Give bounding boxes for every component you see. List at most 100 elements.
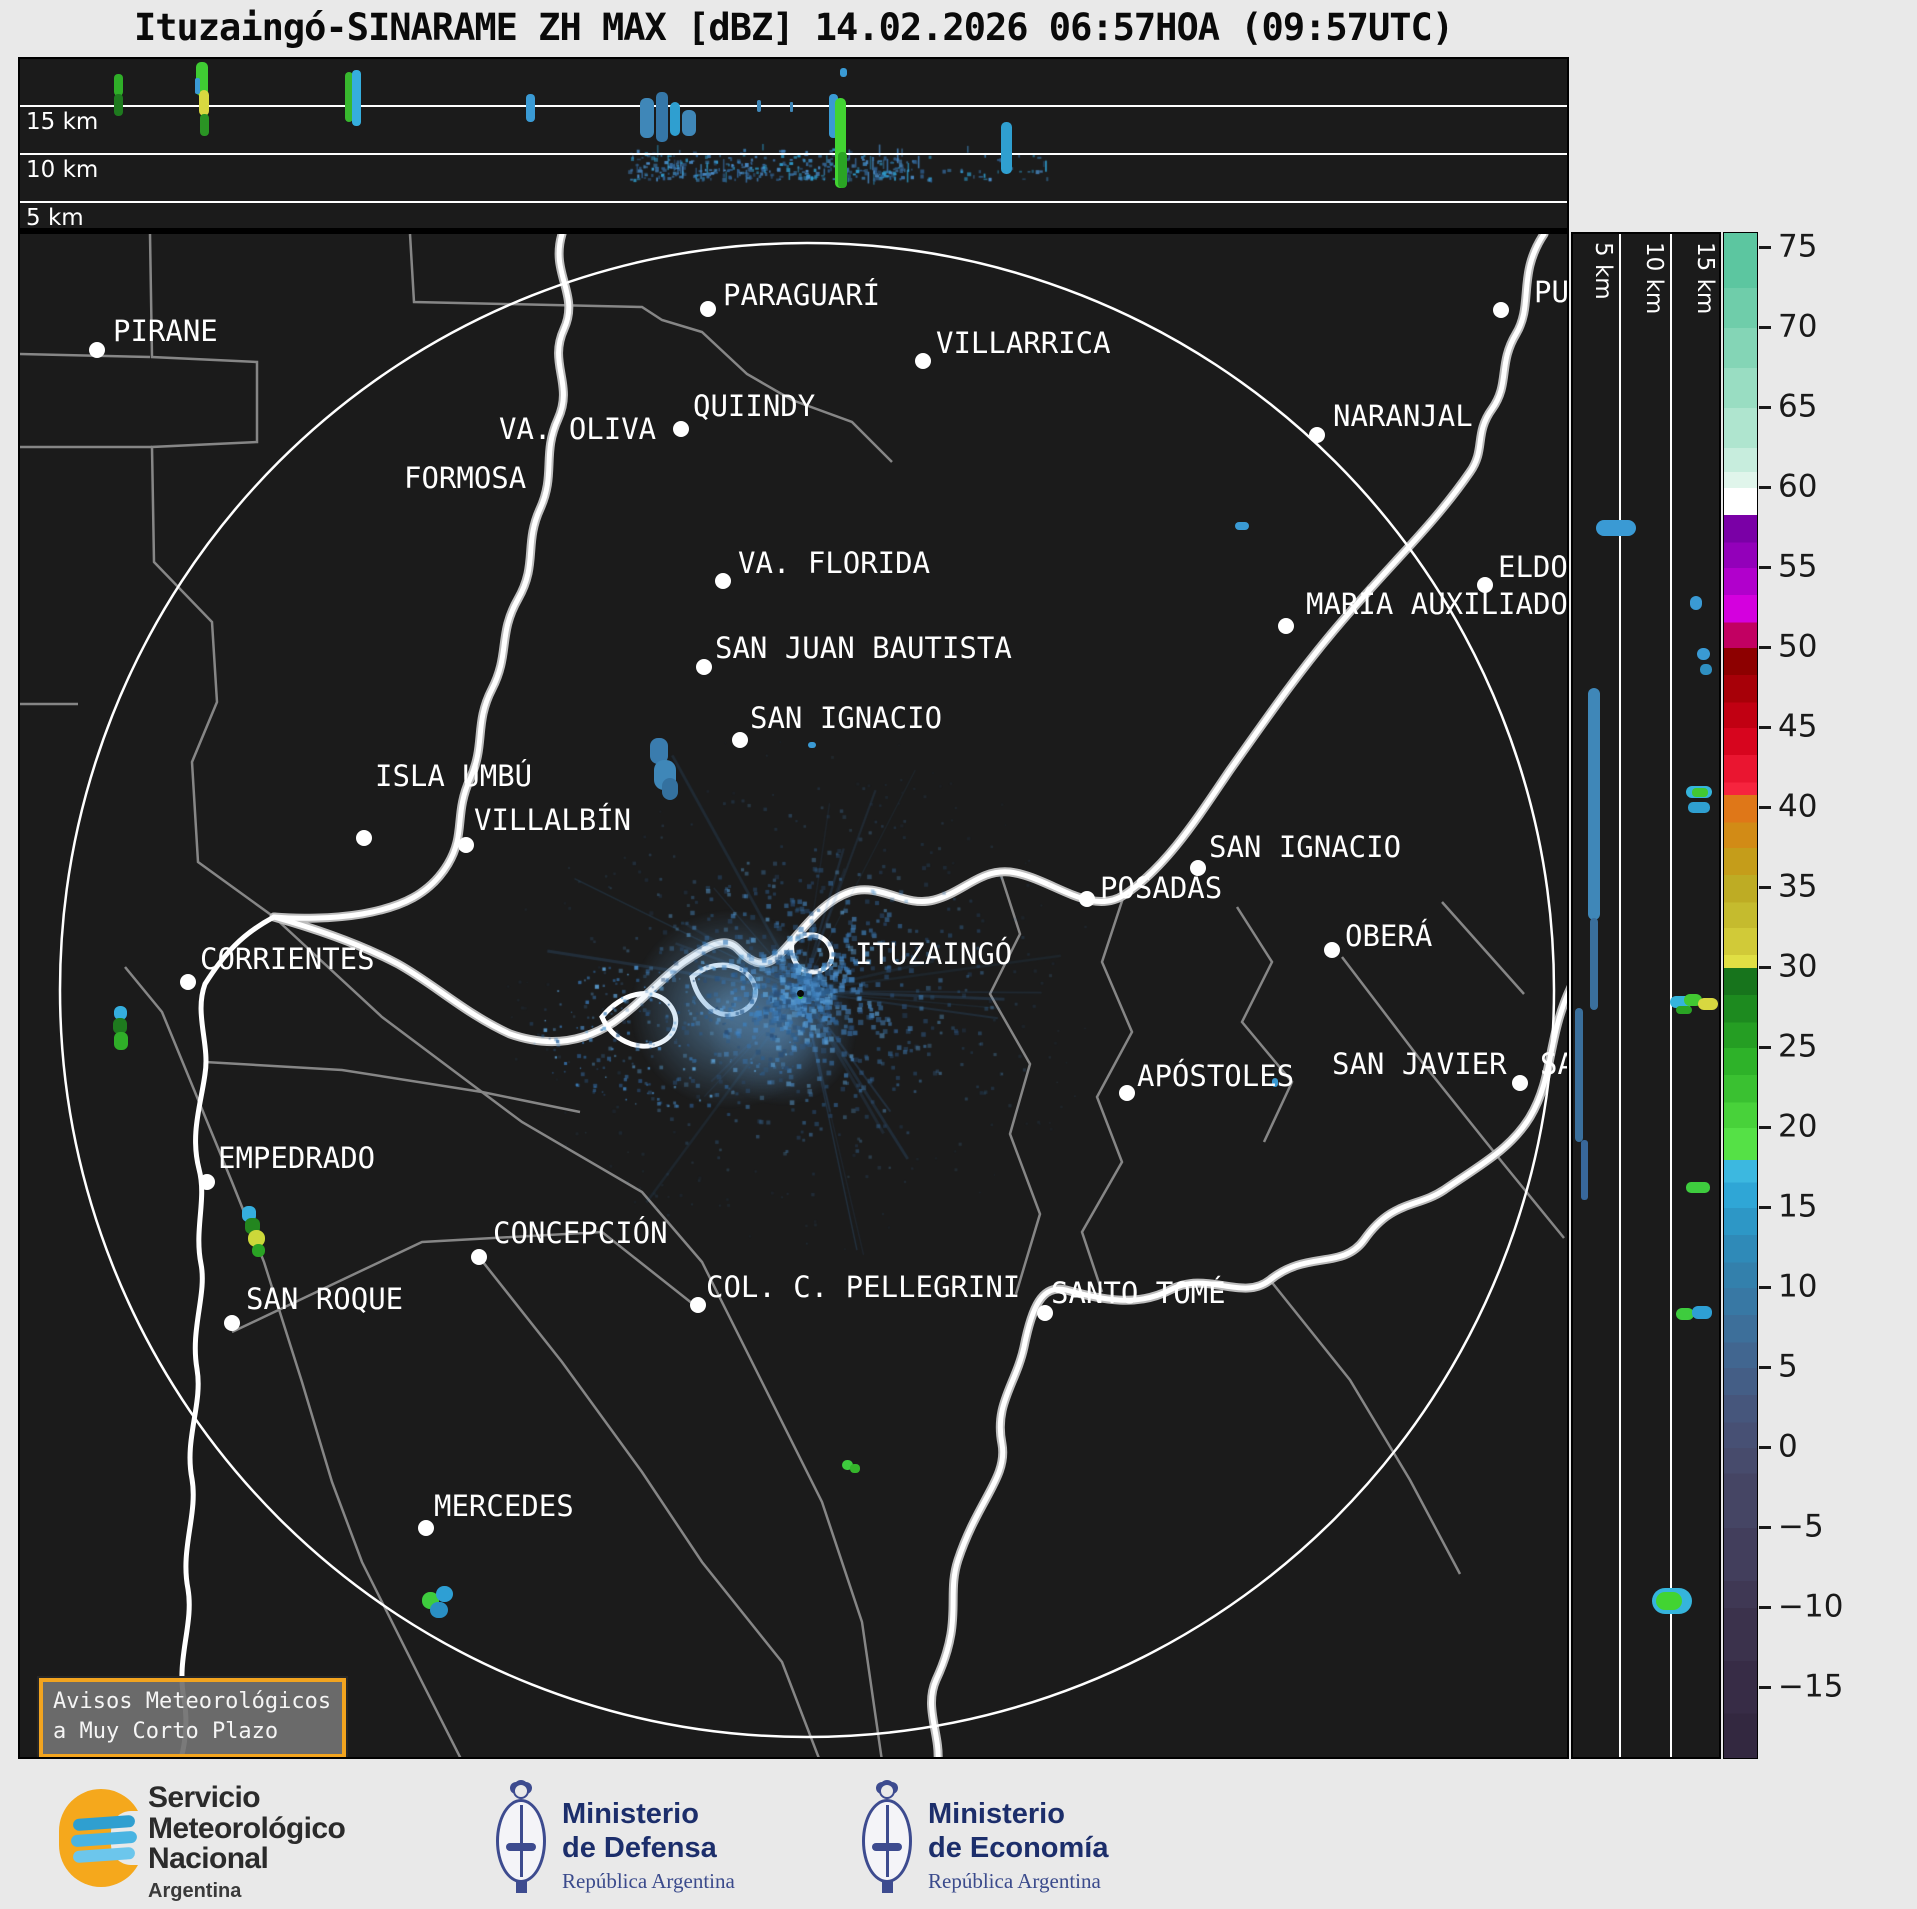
city-label: OBERÁ — [1345, 919, 1433, 953]
radar-echo-cell — [640, 98, 654, 138]
radar-echo-cell — [1590, 918, 1598, 1010]
radar-echo-cell — [1676, 1308, 1694, 1320]
side-cross-section-panel: 5 km 10 km 15 km — [1571, 232, 1721, 1759]
city-dot — [1190, 860, 1206, 876]
economia-wordmark: Ministerio de Economía República Argenti… — [928, 1797, 1109, 1894]
city-dot — [199, 1174, 215, 1190]
height-label-5km: 5 km — [26, 205, 84, 231]
city-dot — [458, 837, 474, 853]
radar-echo-cell — [808, 742, 816, 748]
city-label: MARÍA AUXILIADORA — [1306, 587, 1568, 621]
city-label: POSADAS — [1100, 871, 1223, 905]
radar-echo-cell — [1581, 1140, 1588, 1200]
radar-echo-cell — [1272, 1078, 1278, 1087]
city-label: ELDORADO — [1498, 550, 1568, 584]
colorbar-tick-label: 40 — [1778, 788, 1818, 825]
colorbar-tick-mark — [1759, 1446, 1771, 1449]
city-dot — [690, 1297, 706, 1313]
colorbar-tick-label: 20 — [1778, 1108, 1818, 1145]
colorbar-tick-mark — [1759, 486, 1771, 489]
radar-echo-cell — [352, 70, 361, 126]
height-line-10km — [20, 153, 1567, 155]
radar-echo-cell — [1588, 688, 1600, 920]
radar-echo-cell — [1700, 664, 1712, 675]
city-dot — [700, 301, 716, 317]
coat-sun — [879, 1783, 895, 1799]
radar-echo-cell — [838, 152, 847, 188]
city-label: SAN ROQUE — [246, 1282, 404, 1316]
economia-sub: República Argentina — [928, 1869, 1101, 1894]
city-label: VILLARRICA — [936, 326, 1111, 360]
radar-echo-cell — [252, 1244, 265, 1257]
radar-echo-cell — [200, 114, 209, 136]
city-dot — [180, 974, 196, 990]
city-dot — [673, 421, 689, 437]
city-dot — [1493, 302, 1509, 318]
radar-echo-cell — [114, 94, 123, 116]
colorbar-tick-label: 60 — [1778, 468, 1818, 505]
city-dot — [1309, 427, 1325, 443]
colorbar-tick-label: 55 — [1778, 548, 1818, 585]
city-label: SAN IGNACIO — [750, 701, 943, 735]
city-label: VILLALBÍN — [474, 803, 632, 837]
colorbar-tick-label: 45 — [1778, 708, 1818, 745]
radar-echo-cell — [114, 1006, 127, 1020]
colorbar-tick-label: 75 — [1778, 228, 1818, 265]
city-dot — [1278, 618, 1294, 634]
coat-hands — [872, 1843, 902, 1851]
radar-echo-cell — [345, 72, 353, 122]
city-label: PARAGUARÍ — [723, 278, 881, 312]
radar-echo-cell — [199, 90, 209, 116]
radar-echo-cell — [1697, 648, 1710, 660]
radar-echo-cell — [248, 1230, 265, 1247]
colorbar-tick-mark — [1759, 1686, 1771, 1689]
radar-echo-cell — [850, 1464, 860, 1473]
alert-box[interactable]: Avisos Meteorológicos a Muy Corto Plazo — [37, 1675, 348, 1757]
radar-echo-cell — [656, 92, 668, 142]
colorbar-tick-mark — [1759, 1366, 1771, 1369]
economia-line1: Ministerio — [928, 1798, 1065, 1830]
colorbar-tick-mark — [1759, 886, 1771, 889]
city-label: EMPEDRADO — [218, 1141, 376, 1175]
radar-echo-cell — [1656, 1592, 1682, 1610]
defensa-wordmark: Ministerio de Defensa República Argentin… — [562, 1797, 735, 1894]
radar-echo-cell — [790, 102, 793, 112]
coat-sun — [513, 1783, 529, 1799]
colorbar-tick-mark — [1759, 1206, 1771, 1209]
radar-echo-cell — [526, 94, 535, 122]
colorbar-tick-label: −5 — [1778, 1508, 1824, 1545]
city-label: VA. OLIVA — [499, 412, 657, 446]
smn-wordmark: Servicio Meteorológico Nacional Argentin… — [148, 1782, 346, 1901]
radar-echo-cell — [1692, 1306, 1712, 1319]
radar-echo-cell — [195, 78, 200, 94]
radar-echo-cell — [1676, 1006, 1692, 1014]
colorbar-tick-label: 35 — [1778, 868, 1818, 905]
radar-echo-cell — [1692, 788, 1708, 797]
city-label: SANTO TOMÉ — [1051, 1276, 1226, 1310]
height-line-5km — [20, 201, 1567, 203]
colorbar-tick-mark — [1759, 326, 1771, 329]
top-cross-section-panel: 15 km 10 km 5 km — [18, 57, 1569, 232]
city-label: MERCEDES — [434, 1489, 574, 1523]
coat-base — [516, 1881, 527, 1893]
smn-line2: Meteorológico — [148, 1811, 346, 1845]
precipitation-speckle-canvas — [20, 234, 1567, 1757]
radar-echo-cell — [114, 1032, 128, 1050]
city-label: CORRIENTES — [200, 942, 375, 976]
colorbar-tick-label: 70 — [1778, 308, 1818, 345]
city-dot — [732, 732, 748, 748]
footer-logos: Servicio Meteorológico Nacional Argentin… — [0, 1761, 1917, 1909]
defensa-line2: de Defensa — [562, 1832, 717, 1865]
city-label: COL. C. PELLEGRINI — [706, 1270, 1021, 1304]
city-dot — [89, 342, 105, 358]
colorbar-tick-mark — [1759, 646, 1771, 649]
radar-map-panel[interactable]: PIRANE PARAGUARÍ VILLARRICA VA. OLIVA QUIIND… — [18, 232, 1569, 1759]
radar-echo-cell — [1684, 994, 1702, 1006]
city-dot — [696, 659, 712, 675]
colorbar-tick-label: 50 — [1778, 628, 1818, 665]
colorbar-tick-mark — [1759, 1606, 1771, 1609]
page-title: Ituzaingó-SINARAME ZH MAX [dBZ] 14.02.20… — [133, 6, 1454, 49]
city-dot — [915, 353, 931, 369]
city-dot — [1037, 1305, 1053, 1321]
city-label: QUIINDY — [693, 389, 816, 423]
